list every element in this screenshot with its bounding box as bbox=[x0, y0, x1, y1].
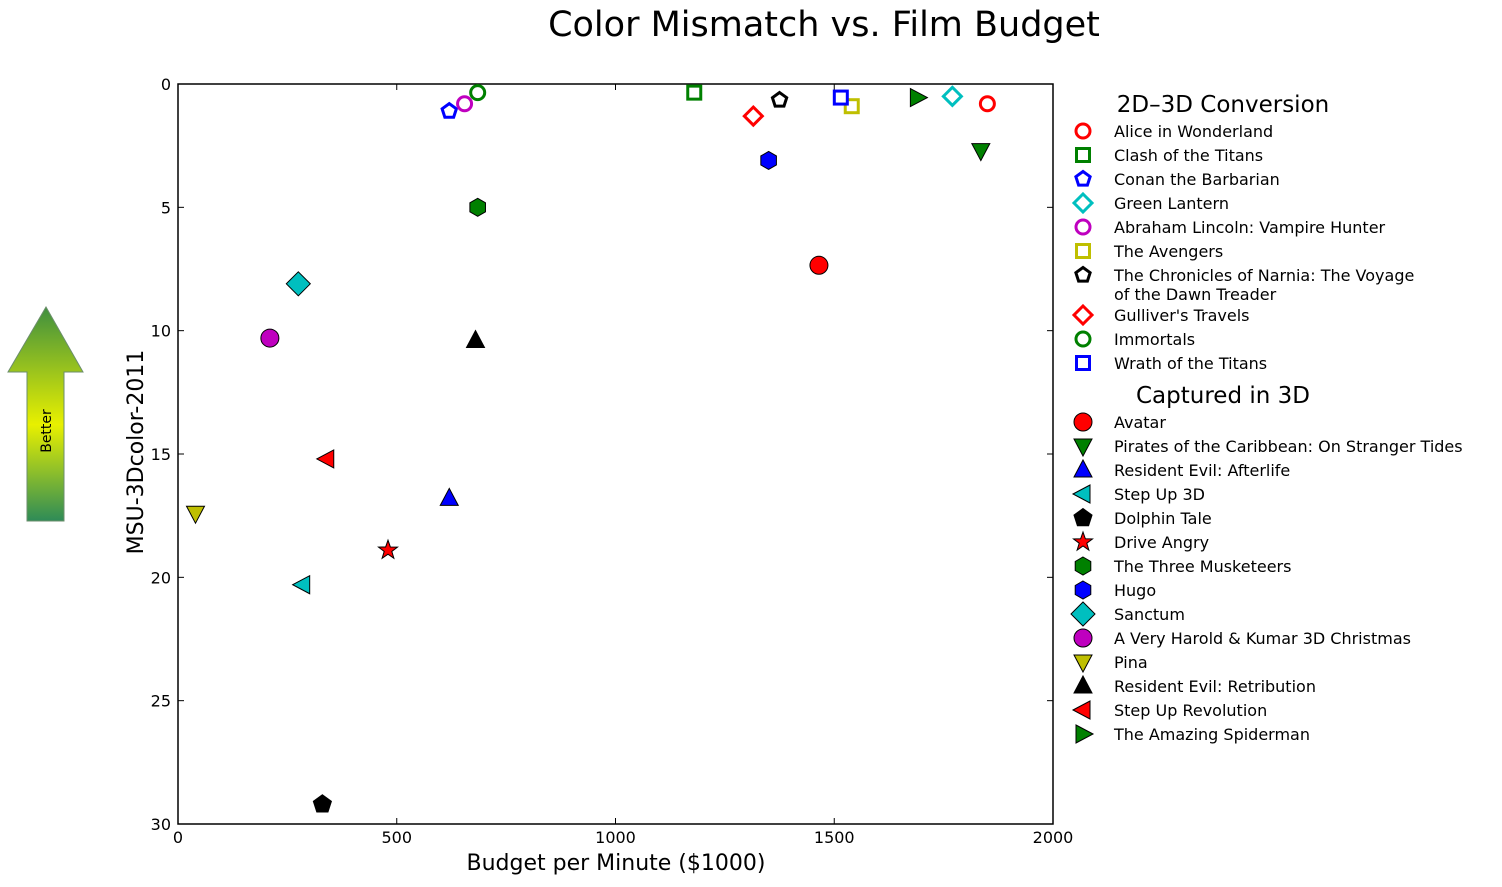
legend-marker-the-chronicles-of-narnia-the-voyage-of-the-dawn-treader bbox=[1074, 265, 1092, 283]
legend-label: Step Up 3D bbox=[1114, 485, 1205, 504]
better-arrow-label: Better bbox=[39, 409, 55, 453]
legend-marker-the-amazing-spiderman bbox=[1075, 724, 1095, 744]
legend-label: Resident Evil: Retribution bbox=[1114, 677, 1316, 696]
point-pina bbox=[185, 505, 206, 525]
legend-marker-clash-of-the-titans bbox=[1075, 147, 1091, 163]
point-avatar bbox=[809, 255, 829, 275]
point-conan-the-barbarian bbox=[440, 101, 459, 119]
better-arrow: Better bbox=[7, 305, 84, 522]
chart-title: Color Mismatch vs. Film Budget bbox=[548, 5, 1100, 45]
legend-label: The Three Musketeers bbox=[1113, 557, 1291, 576]
legend-marker-pina bbox=[1073, 654, 1093, 674]
point-resident-evil-afterlife bbox=[439, 487, 460, 506]
plot-area bbox=[177, 83, 1054, 825]
legend-marker-the-three-musketeers bbox=[1074, 556, 1092, 576]
legend-marker-conan-the-barbarian bbox=[1074, 169, 1092, 187]
y-tick-label: 30 bbox=[151, 815, 171, 834]
y-tick-label: 0 bbox=[161, 75, 171, 94]
legend-label: The Amazing Spiderman bbox=[1113, 725, 1310, 744]
point-a-very-harold-kumar-3d-christmas bbox=[260, 328, 280, 348]
legend-marker-step-up-3d bbox=[1071, 484, 1091, 504]
legend-marker-dolphin-tale bbox=[1073, 507, 1093, 527]
y-tick-label: 20 bbox=[151, 568, 171, 587]
y-axis-ticks: 0 5 10 15 20 25 30 bbox=[151, 75, 1053, 834]
legend-label: of the Dawn Treader bbox=[1114, 285, 1277, 304]
legend-marker-hugo bbox=[1074, 580, 1092, 600]
legend-label: Pirates of the Caribbean: On Stranger Ti… bbox=[1114, 437, 1463, 456]
legend-marker-immortals bbox=[1074, 330, 1092, 348]
legend-marker-a-very-harold-kumar-3d-christmas bbox=[1073, 628, 1093, 648]
point-dolphin-tale bbox=[312, 794, 332, 813]
point-the-chronicles-of-narnia-the-voyage-of-the-dawn-treader bbox=[770, 90, 789, 108]
point-pirates-of-the-caribbean-on-stranger-tides bbox=[970, 143, 991, 162]
x-axis-label: Budget per Minute ($1000) bbox=[467, 851, 766, 876]
point-drive-angry bbox=[377, 538, 399, 560]
legend-label: Step Up Revolution bbox=[1114, 701, 1267, 720]
legend-marker-resident-evil-retribution bbox=[1073, 674, 1093, 694]
legend-label: Clash of the Titans bbox=[1114, 146, 1263, 165]
legend-label: Avatar bbox=[1114, 413, 1166, 432]
legend-label: Pina bbox=[1114, 653, 1148, 672]
point-gulliver-s-travels bbox=[742, 104, 765, 128]
point-green-lantern bbox=[941, 85, 964, 108]
legend-marker-the-avengers bbox=[1075, 243, 1091, 259]
y-tick-label: 5 bbox=[161, 198, 171, 217]
legend-marker-green-lantern bbox=[1071, 191, 1095, 215]
point-step-up-3d bbox=[291, 574, 311, 595]
legend-marker-sanctum bbox=[1070, 601, 1096, 627]
point-sanctum bbox=[285, 271, 312, 297]
legend-marker-alice-in-wonderland bbox=[1074, 122, 1092, 140]
y-tick-label: 15 bbox=[151, 445, 171, 464]
legend-label: A Very Harold & Kumar 3D Christmas bbox=[1114, 629, 1411, 648]
point-abraham-lincoln-vampire-hunter bbox=[456, 95, 474, 113]
legend-marker-pirates-of-the-caribbean-on-stranger-tides bbox=[1073, 438, 1093, 458]
point-immortals bbox=[469, 84, 487, 102]
x-axis-ticks: 0 500 1000 1500 2000 bbox=[173, 84, 1073, 847]
legend-label: The Avengers bbox=[1113, 242, 1223, 261]
legend-marker-wrath-of-the-titans bbox=[1075, 355, 1091, 371]
legend-marker-avatar bbox=[1073, 412, 1093, 432]
legend-marker-drive-angry bbox=[1072, 530, 1094, 552]
legend-label: Drive Angry bbox=[1114, 533, 1209, 552]
point-clash-of-the-titans bbox=[686, 84, 703, 101]
y-axis-label: MSU-3Dcolor-2011 bbox=[124, 350, 149, 555]
y-tick-label: 25 bbox=[151, 692, 171, 711]
legend-label: Resident Evil: Afterlife bbox=[1114, 461, 1290, 480]
legend-label: Green Lantern bbox=[1114, 194, 1229, 213]
better-arrow-shape bbox=[7, 305, 84, 522]
x-tick-label: 0 bbox=[173, 828, 183, 847]
y-tick-label: 10 bbox=[151, 322, 171, 341]
point-alice-in-wonderland bbox=[978, 95, 996, 113]
point-step-up-revolution bbox=[315, 449, 335, 469]
x-tick-label: 500 bbox=[381, 828, 412, 847]
legend-label: Alice in Wonderland bbox=[1114, 122, 1273, 141]
point-hugo bbox=[760, 150, 777, 171]
legend-group-title: Captured in 3D bbox=[1136, 383, 1310, 409]
legend-label: Dolphin Tale bbox=[1114, 509, 1212, 528]
legend-label: Abraham Lincoln: Vampire Hunter bbox=[1114, 218, 1386, 237]
x-tick-label: 1500 bbox=[814, 828, 855, 847]
point-resident-evil-retribution bbox=[465, 329, 486, 349]
point-the-three-musketeers bbox=[469, 197, 486, 217]
legend-label: The Chronicles of Narnia: The Voyage bbox=[1113, 266, 1414, 285]
legend-marker-abraham-lincoln-vampire-hunter bbox=[1074, 218, 1092, 236]
legend-label: Gulliver's Travels bbox=[1114, 306, 1249, 325]
x-tick-label: 1000 bbox=[595, 828, 636, 847]
point-the-amazing-spiderman bbox=[909, 87, 929, 108]
legend-group-title: 2D–3D Conversion bbox=[1117, 92, 1329, 118]
legend-label: Sanctum bbox=[1114, 605, 1185, 624]
legend-marker-gulliver-s-travels bbox=[1071, 303, 1095, 327]
legend: 2D–3D Conversion Alice in Wonderland Clash… bbox=[1070, 92, 1463, 744]
legend-label: Wrath of the Titans bbox=[1114, 354, 1267, 373]
legend-marker-resident-evil-afterlife bbox=[1073, 458, 1093, 478]
legend-label: Conan the Barbarian bbox=[1114, 170, 1280, 189]
legend-label: Immortals bbox=[1114, 330, 1195, 349]
point-wrath-of-the-titans bbox=[832, 89, 849, 106]
legend-marker-step-up-revolution bbox=[1071, 700, 1091, 720]
x-tick-label: 2000 bbox=[1033, 828, 1074, 847]
data-points bbox=[185, 84, 996, 813]
legend-label: Hugo bbox=[1114, 581, 1156, 600]
